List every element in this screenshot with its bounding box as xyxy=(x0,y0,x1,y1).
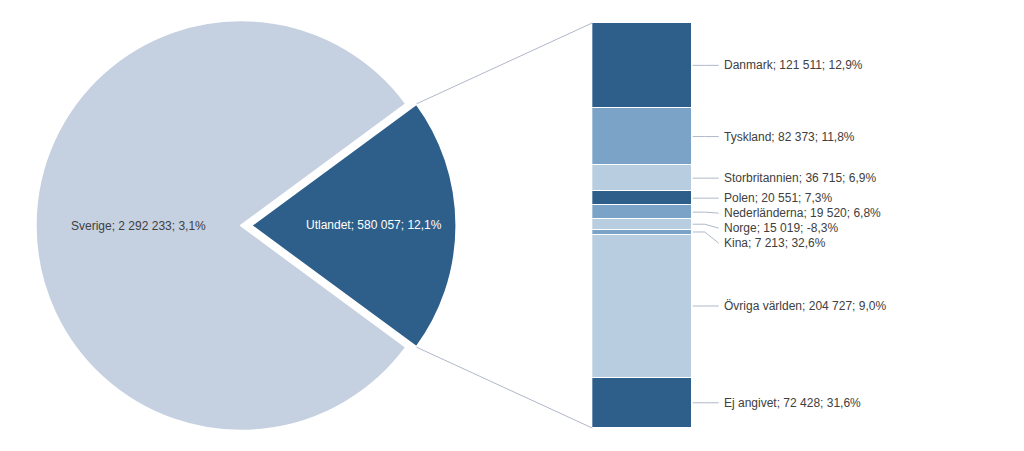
svg-text:Storbritannien; 36 715; 6,9%: Storbritannien; 36 715; 6,9% xyxy=(724,171,876,185)
svg-text:Ej angivet; 72 428; 31,6%: Ej angivet; 72 428; 31,6% xyxy=(724,396,861,410)
svg-text:Övriga världen; 204 727; 9,0%: Övriga världen; 204 727; 9,0% xyxy=(724,299,886,313)
svg-text:Tyskland; 82 373; 11,8%: Tyskland; 82 373; 11,8% xyxy=(724,130,855,144)
svg-text:Kina; 7 213; 32,6%: Kina; 7 213; 32,6% xyxy=(724,236,826,250)
svg-text:Danmark; 121 511; 12,9%: Danmark; 121 511; 12,9% xyxy=(724,58,863,72)
svg-text:Nederländerna; 19 520; 6,8%: Nederländerna; 19 520; 6,8% xyxy=(724,206,881,220)
svg-text:Utlandet; 580 057; 12,1%: Utlandet; 580 057; 12,1% xyxy=(306,218,442,232)
svg-text:Polen; 20 551; 7,3%: Polen; 20 551; 7,3% xyxy=(724,191,832,205)
svg-text:Norge; 15 019; -8,3%: Norge; 15 019; -8,3% xyxy=(724,221,838,235)
svg-text:Sverige; 2 292 233; 3,1%: Sverige; 2 292 233; 3,1% xyxy=(71,219,206,233)
